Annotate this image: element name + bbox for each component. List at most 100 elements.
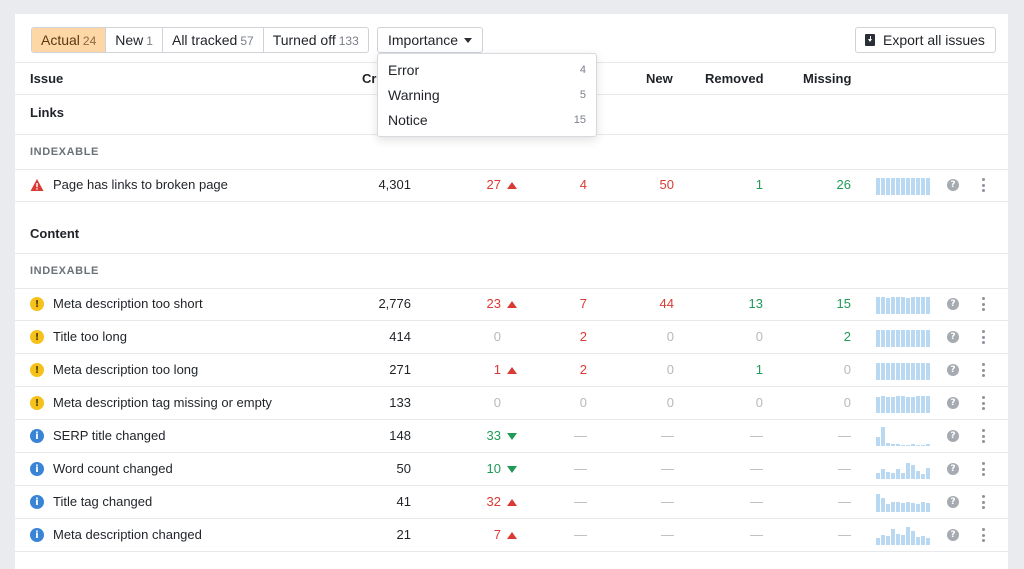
- issue-name[interactable]: Title tag changed: [53, 494, 153, 509]
- change-value: 33: [486, 428, 501, 443]
- table-row[interactable]: i Title tag changed 41 32 — — — —?: [15, 486, 1008, 519]
- dot: [981, 368, 985, 372]
- trend-sparkline[interactable]: [876, 328, 933, 347]
- missing-count: —: [838, 494, 851, 509]
- help-icon[interactable]: ?: [947, 397, 959, 409]
- importance-dropdown[interactable]: Importance: [377, 27, 484, 53]
- more-options-icon[interactable]: [981, 528, 985, 542]
- table-row[interactable]: i SERP title changed 148 33 — — — —?: [15, 420, 1008, 453]
- help-icon[interactable]: ?: [947, 364, 959, 376]
- subgroup-title: INDEXABLE: [30, 265, 99, 277]
- new-count: —: [661, 494, 674, 509]
- tab-count: 1: [146, 34, 153, 48]
- tab-label: Actual: [41, 32, 80, 48]
- more-options-icon[interactable]: [981, 429, 985, 443]
- sparkline-bar: [921, 445, 925, 446]
- section-title: Content: [30, 226, 80, 241]
- issue-name[interactable]: Title too long: [53, 329, 127, 344]
- help-icon[interactable]: ?: [947, 430, 959, 442]
- subgroup-indexable: INDEXABLE: [15, 254, 1008, 289]
- more-options-icon[interactable]: [981, 396, 985, 410]
- importance-label: Importance: [388, 32, 459, 48]
- help-icon[interactable]: ?: [947, 529, 959, 541]
- issue-name[interactable]: Word count changed: [53, 461, 173, 476]
- sparkline-bar: [911, 503, 915, 512]
- table-row[interactable]: ! Meta description tag missing or empty 13…: [15, 387, 1008, 420]
- help-icon[interactable]: ?: [947, 179, 959, 191]
- column-missing[interactable]: Missing: [803, 71, 852, 86]
- issue-name[interactable]: SERP title changed: [53, 428, 166, 443]
- more-options-icon[interactable]: [981, 363, 985, 377]
- table-row[interactable]: ! Meta description too short 2,776 23 7 44 13 1…: [15, 288, 1008, 321]
- issue-name[interactable]: Meta description too short: [53, 296, 203, 311]
- trend-sparkline[interactable]: [876, 176, 933, 195]
- more-options-icon[interactable]: [981, 495, 985, 509]
- sparkline-bar: [921, 297, 925, 314]
- table-row[interactable]: Page has links to broken page 4,301 27 4 50 1…: [15, 169, 1008, 202]
- trend-sparkline[interactable]: [876, 526, 933, 545]
- sparkline-bar: [906, 527, 910, 545]
- sparkline-bar: [886, 330, 890, 347]
- crawled-count: 50: [396, 461, 411, 476]
- more-options-icon[interactable]: [981, 178, 985, 192]
- sparkline-bar: [896, 502, 900, 512]
- warning-icon: !: [30, 330, 44, 344]
- issue-name[interactable]: Meta description changed: [53, 527, 202, 542]
- trend-sparkline[interactable]: [876, 394, 933, 413]
- section-content: Content: [15, 215, 1008, 254]
- trend-sparkline[interactable]: [876, 493, 933, 512]
- more-options-icon[interactable]: [981, 297, 985, 311]
- tab-actual[interactable]: Actual 24: [32, 28, 107, 52]
- sparkline-bar: [881, 427, 885, 446]
- issue-name[interactable]: Meta description tag missing or empty: [53, 395, 272, 410]
- sparkline-bar: [901, 473, 905, 479]
- export-all-issues-button[interactable]: Export all issues: [855, 27, 996, 53]
- table-row[interactable]: i Word count changed 50 10 — — — —?: [15, 453, 1008, 486]
- missing-count: —: [838, 428, 851, 443]
- help-icon[interactable]: ?: [947, 298, 959, 310]
- trend-up-icon: [507, 182, 517, 189]
- crawled-count: 2,776: [378, 296, 411, 311]
- change-cell: 1: [445, 354, 517, 386]
- trend-sparkline[interactable]: [876, 295, 933, 314]
- trend-sparkline[interactable]: [876, 460, 933, 479]
- table-row[interactable]: ! Title too long 414 0 2 0 0 2?: [15, 321, 1008, 354]
- more-options-icon[interactable]: [981, 330, 985, 344]
- sparkline-bar: [876, 363, 880, 380]
- column-crawled[interactable]: Cr: [362, 71, 377, 86]
- dot: [981, 429, 985, 432]
- sparkline-bar: [916, 471, 920, 479]
- sparkline-bar: [916, 330, 920, 347]
- sparkline-bar: [891, 330, 895, 347]
- help-icon[interactable]: ?: [947, 463, 959, 475]
- sparkline-bar: [896, 469, 900, 479]
- table-row[interactable]: i Meta description changed 21 7 — — — —?: [15, 519, 1008, 552]
- sparkline-bar: [876, 330, 880, 347]
- help-icon[interactable]: ?: [947, 331, 959, 343]
- help-icon[interactable]: ?: [947, 496, 959, 508]
- sparkline-bar: [901, 297, 905, 314]
- column-issue[interactable]: Issue: [30, 71, 64, 86]
- status-filter-tabs: Actual 24 New 1 All tracked 57 Turned off 13…: [31, 27, 369, 53]
- tab-turned-off[interactable]: Turned off 133: [264, 28, 368, 52]
- added-count: —: [574, 428, 587, 443]
- more-options-icon[interactable]: [981, 462, 985, 476]
- tab-new[interactable]: New 1: [106, 28, 163, 52]
- tab-all-tracked[interactable]: All tracked 57: [163, 28, 264, 52]
- notice-icon: i: [30, 462, 44, 476]
- menu-item-error[interactable]: Error 4: [378, 58, 596, 82]
- column-removed[interactable]: Removed: [705, 71, 764, 86]
- table-row[interactable]: ! Meta description too long 271 1 2 0 1 0?: [15, 354, 1008, 387]
- menu-item-notice[interactable]: Notice 15: [378, 108, 596, 132]
- column-new[interactable]: New: [646, 71, 673, 86]
- issue-name[interactable]: Meta description too long: [53, 362, 199, 377]
- sparkline-bar: [911, 297, 915, 314]
- issue-name[interactable]: Page has links to broken page: [53, 177, 228, 192]
- menu-item-warning[interactable]: Warning 5: [378, 83, 596, 107]
- trend-sparkline[interactable]: [876, 361, 933, 380]
- trend-sparkline[interactable]: [876, 427, 933, 446]
- sparkline-bar: [876, 473, 880, 479]
- added-count: 7: [579, 296, 587, 311]
- sparkline-bar: [906, 397, 910, 413]
- change-value: 27: [486, 177, 501, 192]
